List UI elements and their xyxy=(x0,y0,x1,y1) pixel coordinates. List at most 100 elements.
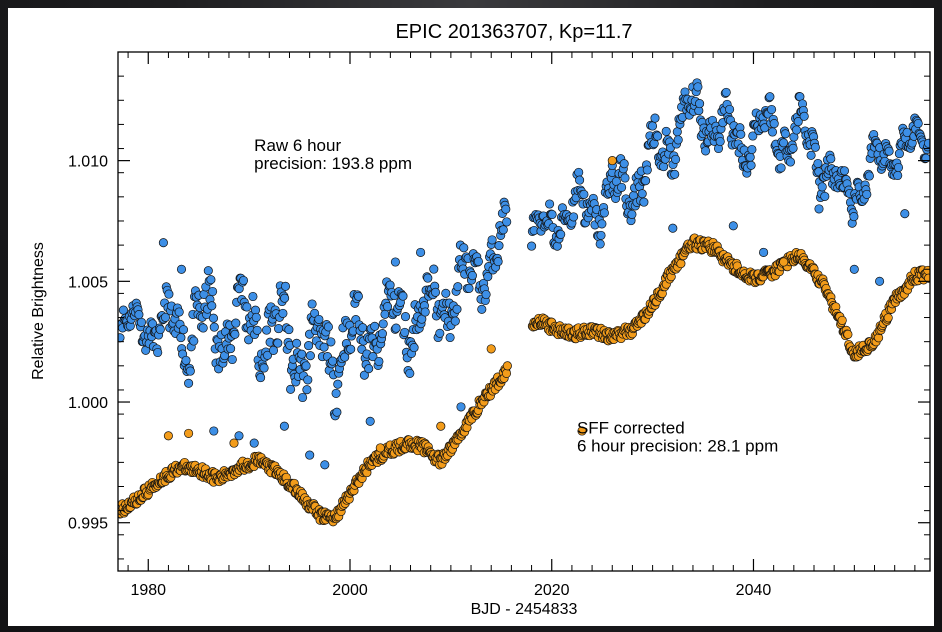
raw-point xyxy=(806,150,816,160)
raw-point xyxy=(864,171,874,181)
corrected-point xyxy=(883,313,893,323)
raw-outlier-point xyxy=(759,247,769,257)
raw-point xyxy=(445,332,455,343)
raw-outlier-point xyxy=(234,431,244,441)
raw-point xyxy=(207,301,217,311)
raw-point xyxy=(441,288,451,298)
raw-point xyxy=(310,308,320,318)
plot-area xyxy=(118,78,930,527)
raw-point xyxy=(481,289,491,300)
raw-point xyxy=(155,324,165,335)
raw-point xyxy=(303,375,313,385)
corrected-outlier-point xyxy=(163,431,173,441)
raw-outlier-point xyxy=(390,257,400,267)
raw-point xyxy=(810,142,820,152)
raw-point xyxy=(673,135,683,145)
raw-point xyxy=(747,144,757,155)
raw-point xyxy=(231,318,241,328)
raw-point xyxy=(817,182,827,192)
raw-point xyxy=(400,327,410,337)
raw-point xyxy=(736,129,746,139)
raw-point xyxy=(298,392,308,403)
raw-point xyxy=(849,212,859,222)
x-tick-label: 2020 xyxy=(534,582,570,599)
raw-point xyxy=(884,146,894,156)
raw-point xyxy=(597,219,607,229)
raw-point xyxy=(429,264,439,274)
raw-point xyxy=(319,342,329,352)
raw-point xyxy=(620,173,630,183)
raw-annotation-line: Raw 6 hour xyxy=(254,136,341,155)
raw-point xyxy=(286,384,296,394)
raw-point xyxy=(374,356,384,367)
raw-point xyxy=(661,126,671,136)
chart-title: EPIC 201363707, Kp=11.7 xyxy=(395,21,632,43)
raw-point xyxy=(748,131,758,141)
corrected-outlier-point xyxy=(779,257,789,267)
raw-point xyxy=(826,154,836,164)
raw-point xyxy=(746,160,756,170)
raw-point xyxy=(791,125,802,135)
raw-point xyxy=(575,175,585,185)
raw-point xyxy=(617,182,627,192)
raw-point xyxy=(627,209,637,219)
raw-point xyxy=(653,131,663,141)
raw-point xyxy=(574,167,584,177)
raw-point xyxy=(693,82,703,92)
raw-point xyxy=(273,338,283,348)
raw-outlier-point xyxy=(814,204,824,214)
axis-ticks: 1980 2000 2020 2040 0.995 1.000 1.005 1.010 xyxy=(68,51,930,599)
corrected-outlier-point xyxy=(486,344,496,354)
raw-point xyxy=(760,123,770,133)
corrected-point xyxy=(924,273,930,283)
raw-outlier-point xyxy=(176,264,187,274)
raw-point xyxy=(637,189,647,199)
raw-point xyxy=(326,337,336,347)
raw-point xyxy=(292,338,302,348)
raw-annotation-line: precision: 193.8 ppm xyxy=(254,154,412,173)
raw-outlier-point xyxy=(728,221,738,231)
raw-point xyxy=(647,121,658,131)
raw-point xyxy=(467,271,477,281)
raw-point xyxy=(483,272,493,282)
raw-point xyxy=(244,335,254,345)
raw-point xyxy=(333,379,343,389)
raw-outlier-point xyxy=(365,416,375,426)
raw-point xyxy=(400,312,411,322)
raw-point xyxy=(641,176,651,186)
raw-point xyxy=(368,352,378,362)
raw-point xyxy=(238,275,249,286)
raw-point xyxy=(769,119,779,129)
raw-point xyxy=(793,117,803,127)
raw-outlier-point xyxy=(668,223,678,233)
raw-point xyxy=(435,328,445,338)
corrected-point xyxy=(501,368,512,378)
raw-point xyxy=(423,273,433,283)
raw-point xyxy=(477,304,487,314)
raw-point xyxy=(501,204,511,214)
corrected-point xyxy=(843,329,853,339)
raw-point xyxy=(314,314,324,324)
raw-point xyxy=(206,275,216,285)
raw-point xyxy=(380,309,390,319)
raw-point xyxy=(181,355,191,365)
raw-point xyxy=(377,329,387,339)
raw-point xyxy=(545,199,555,209)
raw-point xyxy=(268,345,279,355)
raw-point xyxy=(527,241,537,251)
raw-point xyxy=(494,241,504,251)
raw-point xyxy=(304,341,314,351)
sff-annotation-line: SFF corrected xyxy=(577,418,685,437)
raw-point xyxy=(242,302,252,312)
raw-point xyxy=(547,209,557,220)
raw-point xyxy=(893,170,903,181)
raw-point xyxy=(184,378,194,388)
raw-point xyxy=(297,349,307,359)
raw-point xyxy=(923,138,930,148)
raw-point xyxy=(420,307,430,317)
chart-background xyxy=(8,8,934,626)
raw-point xyxy=(695,99,705,109)
raw-point xyxy=(323,322,333,332)
raw-point xyxy=(639,197,649,207)
